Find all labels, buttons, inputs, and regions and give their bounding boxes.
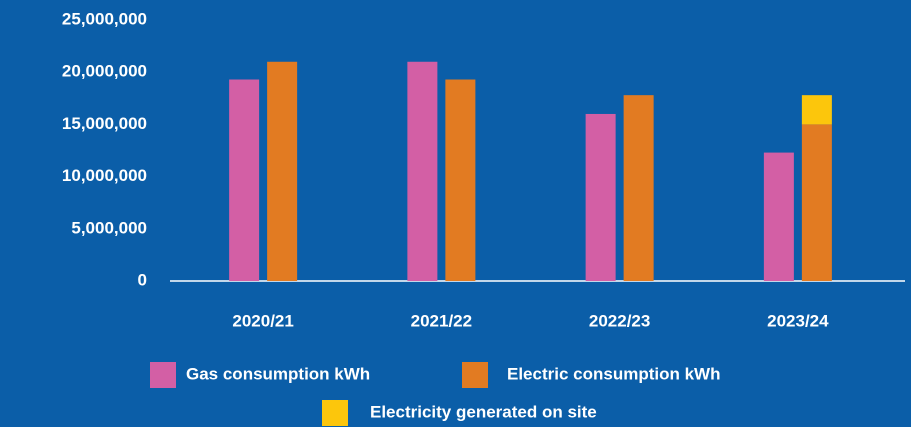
bar	[229, 79, 260, 282]
bar	[801, 95, 832, 125]
legend-label: Electric consumption kWh	[507, 364, 720, 383]
bar	[445, 79, 476, 282]
y-tick-label: 5,000,000	[71, 218, 147, 237]
y-tick-label: 15,000,000	[62, 114, 147, 133]
bar	[407, 61, 438, 282]
bar	[801, 124, 832, 282]
legend-swatch	[462, 362, 488, 388]
x-tick-label: 2021/22	[411, 311, 472, 330]
x-tick-label: 2022/23	[589, 311, 650, 330]
y-tick-label: 20,000,000	[62, 62, 147, 81]
bar	[763, 152, 794, 281]
y-tick-label: 0	[138, 270, 147, 289]
bar	[585, 113, 616, 282]
legend-label: Gas consumption kWh	[186, 364, 370, 383]
x-tick-label: 2020/21	[232, 311, 293, 330]
bar	[267, 61, 298, 282]
bar	[623, 95, 654, 281]
legend-label: Electricity generated on site	[370, 402, 597, 421]
y-tick-label: 25,000,000	[62, 9, 147, 28]
y-tick-label: 10,000,000	[62, 166, 147, 185]
x-tick-label: 2023/24	[767, 311, 829, 330]
legend-swatch	[322, 400, 348, 426]
legend-swatch	[150, 362, 176, 388]
